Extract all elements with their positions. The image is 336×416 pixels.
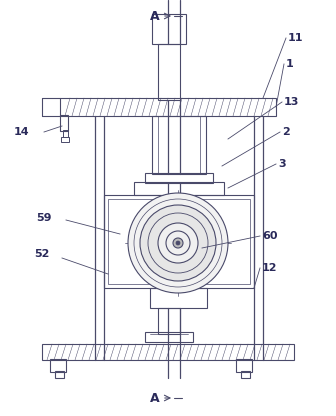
Text: A: A (150, 391, 160, 404)
Text: A: A (150, 10, 160, 22)
Bar (152, 14, 186, 44)
Circle shape (173, 238, 183, 248)
Text: 11: 11 (288, 33, 303, 43)
Bar (55, 371, 64, 378)
Circle shape (128, 193, 228, 293)
Bar (152, 116, 206, 174)
Text: 13: 13 (284, 97, 299, 107)
Circle shape (140, 205, 216, 281)
Bar (63, 130, 68, 137)
Bar (42, 344, 294, 360)
Text: 3: 3 (278, 159, 286, 169)
Bar (60, 98, 276, 116)
Text: 52: 52 (34, 249, 49, 259)
Circle shape (158, 223, 198, 263)
Bar (192, 241, 201, 250)
Bar (61, 137, 69, 142)
Bar (241, 371, 250, 378)
Bar (134, 182, 224, 195)
Text: 14: 14 (14, 127, 30, 137)
Bar (50, 359, 66, 372)
Text: 59: 59 (36, 213, 51, 223)
Bar (236, 359, 252, 372)
Bar (104, 195, 254, 288)
Bar (60, 115, 68, 131)
Bar (150, 288, 207, 308)
Text: 12: 12 (262, 263, 278, 273)
Bar (145, 332, 193, 342)
Bar (145, 173, 213, 183)
Bar (172, 254, 180, 262)
Text: 2: 2 (282, 127, 290, 137)
Text: 60: 60 (262, 231, 278, 241)
Bar (108, 199, 250, 284)
Text: 1: 1 (286, 59, 294, 69)
Bar (158, 44, 180, 100)
Circle shape (176, 241, 180, 245)
Bar (158, 308, 180, 334)
